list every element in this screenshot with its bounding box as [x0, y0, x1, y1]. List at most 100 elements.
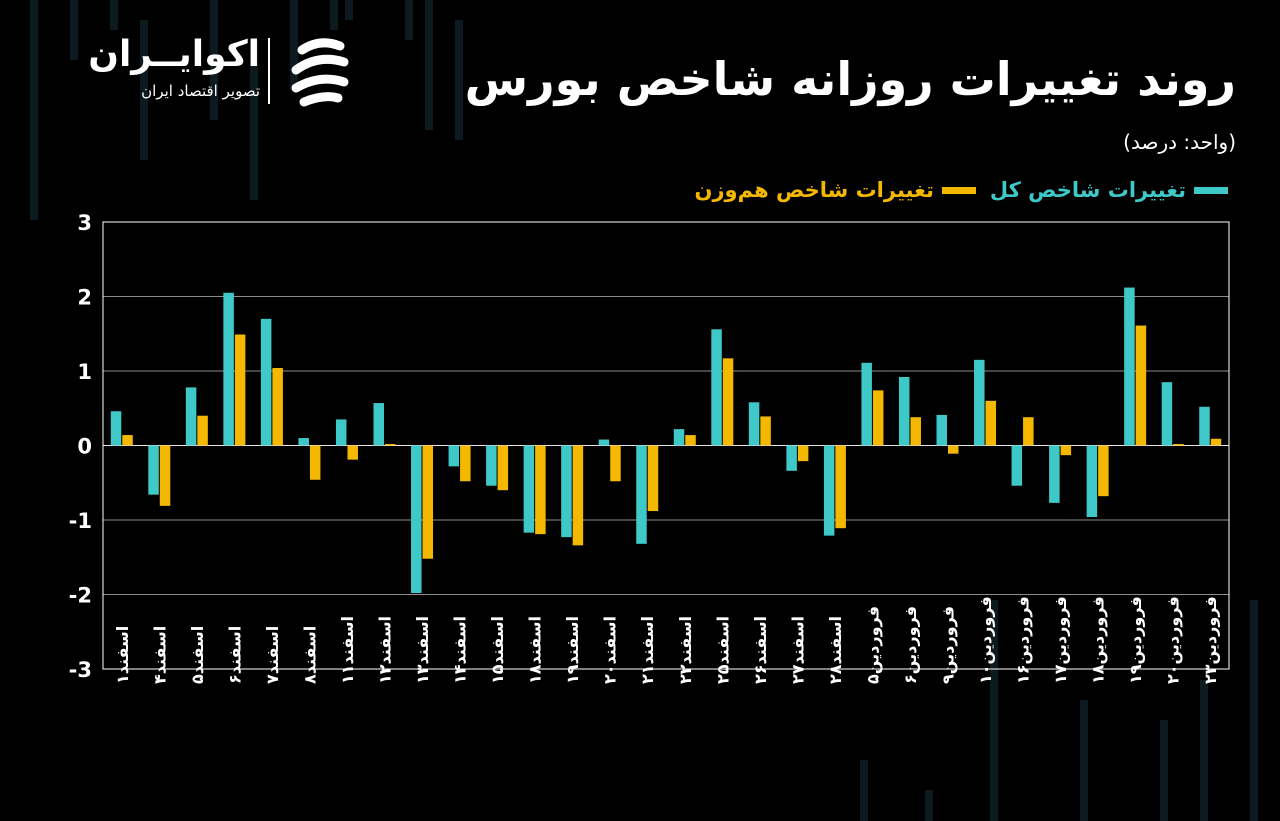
y-tick-label: -2 [69, 584, 92, 608]
bar-equal-weight-index-25 [1060, 445, 1072, 456]
x-tick-label: اسفند۲۸ [826, 616, 845, 684]
bar-total-index-0 [110, 411, 122, 446]
x-tick-label: فروردین۹ [939, 606, 958, 684]
bar-equal-weight-index-12 [572, 445, 584, 546]
bar-total-index-10 [486, 445, 497, 486]
x-tick-label: اسفند۲۷ [788, 616, 807, 684]
bar-equal-weight-index-24 [1023, 417, 1034, 446]
x-tick-label: اسفند۵ [188, 626, 207, 684]
brand-tagline: تصویر اقتصاد ایران [141, 82, 260, 100]
x-tick-label: اسفند۶ [225, 626, 244, 684]
background-candle-18 [1200, 680, 1208, 821]
bar-equal-weight-index-10 [497, 445, 509, 491]
legend-item-total: تغییرات شاخص کل [990, 178, 1228, 202]
x-tick-label: اسفند۱۸ [526, 616, 545, 684]
x-tick-label: فروردین۲۳ [1201, 596, 1220, 684]
bar-total-index-29 [1199, 406, 1210, 446]
bar-equal-weight-index-15 [685, 435, 696, 446]
bar-total-index-12 [561, 445, 572, 538]
background-candle-14 [1250, 600, 1258, 821]
x-tick-label: فروردین۱۶ [1014, 596, 1033, 684]
bar-total-index-1 [148, 445, 159, 495]
bar-equal-weight-index-19 [835, 445, 846, 529]
bar-equal-weight-index-21 [910, 417, 921, 446]
x-tick-label: اسفند۱۹ [563, 616, 582, 684]
legend-item-equal-weight: تغییرات شاخص هم‌وزن [695, 178, 976, 202]
x-tick-label: اسفند۱۴ [451, 616, 470, 684]
x-tick-label: اسفند۲۶ [751, 616, 770, 684]
bar-equal-weight-index-29 [1210, 438, 1222, 446]
bar-total-index-11 [523, 445, 535, 533]
bar-total-index-21 [898, 376, 910, 446]
bar-total-index-8 [411, 445, 422, 594]
x-tick-label: اسفند۱۳ [413, 616, 432, 684]
x-tick-label: فروردین۲۰ [1164, 596, 1183, 684]
x-tick-label: فروردین۱۹ [1126, 596, 1145, 684]
brand-emblem-icon [291, 38, 349, 107]
x-tick-label: فروردین۱۰ [976, 596, 995, 684]
x-tick-label: فروردین۱۷ [1051, 596, 1070, 684]
bar-total-index-27 [1124, 287, 1135, 446]
x-tick-label: اسفند۴ [150, 626, 169, 684]
page-title: روند تغییرات روزانه شاخص بورس [464, 52, 1236, 106]
bar-equal-weight-index-9 [460, 445, 471, 482]
bar-equal-weight-index-2 [197, 415, 208, 446]
y-tick-label: 1 [77, 360, 92, 384]
bar-total-index-24 [1011, 445, 1023, 486]
bar-total-index-2 [185, 387, 197, 446]
bar-equal-weight-index-6 [347, 445, 358, 460]
background-candle-3 [140, 20, 148, 160]
x-tick-label: فروردین۱۸ [1089, 596, 1108, 684]
x-tick-label: اسفند۷ [263, 626, 282, 684]
background-candle-10 [425, 0, 433, 130]
x-tick-label: فروردین۵ [863, 606, 882, 684]
x-tick-label: اسفند۲۱ [638, 616, 657, 684]
bar-total-index-26 [1086, 445, 1098, 518]
bar-total-index-22 [936, 414, 947, 446]
bar-total-index-3 [223, 292, 234, 446]
bar-total-index-25 [1049, 445, 1060, 503]
x-tick-label: اسفند۲۲ [676, 616, 695, 684]
bar-equal-weight-index-23 [985, 400, 997, 446]
bar-equal-weight-index-4 [272, 368, 283, 446]
bar-total-index-5 [298, 438, 309, 446]
bar-equal-weight-index-13 [610, 445, 621, 482]
background-candle-6 [290, 0, 298, 90]
background-candle-12 [990, 600, 998, 821]
bar-equal-weight-index-3 [234, 334, 246, 446]
bar-total-index-15 [673, 429, 685, 446]
bar-total-index-18 [786, 445, 797, 471]
background-candle-9 [405, 0, 413, 40]
bar-equal-weight-index-20 [872, 390, 884, 446]
bar-total-index-6 [335, 419, 347, 446]
bar-total-index-13 [598, 439, 610, 446]
x-tick-label: اسفند۸ [300, 626, 319, 684]
bar-equal-weight-index-26 [1098, 445, 1109, 497]
unit-label: (واحد: درصد) [1123, 130, 1236, 154]
bar-total-index-28 [1161, 382, 1173, 446]
bar-total-index-17 [748, 402, 760, 446]
bar-equal-weight-index-28 [1173, 444, 1184, 446]
background-candle-13 [1080, 700, 1088, 821]
y-tick-label: -3 [69, 658, 92, 682]
x-tick-label: اسفند۱۱ [338, 616, 357, 684]
bar-equal-weight-index-18 [797, 445, 809, 462]
bar-equal-weight-index-17 [760, 416, 771, 446]
background-candle-11 [455, 20, 463, 140]
bar-total-index-23 [974, 359, 985, 446]
background-candle-7 [330, 0, 338, 30]
bar-equal-weight-index-8 [422, 445, 434, 559]
bar-total-index-16 [711, 329, 722, 446]
legend-swatch-equal-weight [941, 186, 976, 194]
legend-swatch-total [1194, 186, 1228, 194]
y-tick-label: 0 [77, 435, 92, 459]
background-candle-17 [1160, 720, 1168, 821]
bar-equal-weight-index-5 [309, 445, 321, 480]
chart-legend: تغییرات شاخص کل تغییرات شاخص هم‌وزن [681, 178, 1228, 202]
y-tick-label: 3 [77, 211, 92, 235]
legend-label-equal-weight: تغییرات شاخص هم‌وزن [694, 178, 934, 202]
bar-total-index-9 [448, 445, 460, 467]
x-tick-label: اسفند۲۰ [601, 616, 620, 684]
bar-equal-weight-index-7 [385, 444, 396, 446]
